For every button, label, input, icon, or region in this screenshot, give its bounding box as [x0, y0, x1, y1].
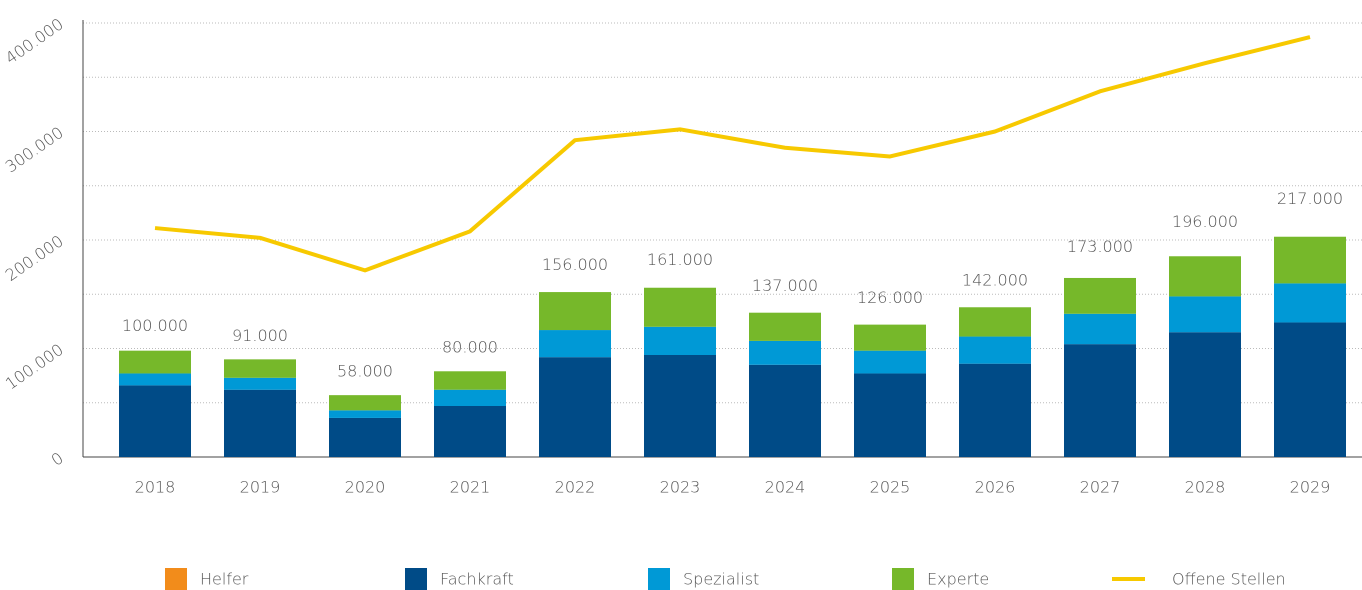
bar-segment: [854, 373, 926, 457]
legend-label: Helfer: [200, 570, 249, 589]
bar-segment: [959, 336, 1031, 364]
bar-segment: [539, 292, 611, 331]
x-tick-label: 2027: [1080, 478, 1121, 497]
y-tick-label: 100.000: [2, 340, 67, 394]
x-tick-label: 2018: [135, 478, 176, 497]
x-tick-label: 2023: [660, 478, 701, 497]
bar-segment: [434, 406, 506, 457]
bar-segment: [224, 389, 296, 457]
bar-segment: [539, 357, 611, 457]
total-label: 161.000: [647, 250, 713, 269]
legend-label: Fachkraft: [440, 570, 514, 589]
y-tick-label: 200.000: [2, 231, 67, 285]
bar-segment: [119, 350, 191, 374]
bar-segment: [749, 340, 821, 365]
x-tick-label: 2026: [975, 478, 1016, 497]
bar-segment: [119, 373, 191, 386]
bar-segment: [119, 385, 191, 457]
x-tick-label: 2025: [870, 478, 911, 497]
total-label: 142.000: [962, 270, 1028, 289]
total-label: 137.000: [752, 276, 818, 295]
legend-swatch: [648, 568, 670, 590]
y-tick-label: 0: [48, 448, 67, 469]
bar-segment: [329, 395, 401, 411]
y-tick-label: 400.000: [2, 14, 67, 68]
bar-segment: [329, 410, 401, 418]
bar-segment: [1169, 332, 1241, 457]
x-tick-label: 2024: [765, 478, 806, 497]
legend-label: Experte: [927, 570, 989, 589]
bar-segment: [224, 377, 296, 390]
legend-swatch: [405, 568, 427, 590]
bar-segment: [539, 330, 611, 358]
bar-segment: [224, 359, 296, 378]
bar-segment: [1169, 256, 1241, 297]
bar-segment: [1064, 277, 1136, 314]
total-label: 91.000: [232, 326, 288, 345]
bar-segment: [959, 307, 1031, 337]
bar-segment: [434, 389, 506, 407]
legend-swatch: [892, 568, 914, 590]
bar-segment: [1064, 344, 1136, 457]
legend-label: Spezialist: [683, 570, 759, 589]
bar-segment: [644, 326, 716, 356]
bar-segment: [644, 287, 716, 327]
x-tick-label: 2021: [450, 478, 491, 497]
legend-label: Offene Stellen: [1172, 570, 1286, 589]
bar-segment: [854, 324, 926, 351]
bar-segment: [749, 312, 821, 341]
x-tick-label: 2019: [240, 478, 281, 497]
total-label: 173.000: [1067, 237, 1133, 256]
total-label: 217.000: [1277, 189, 1343, 208]
total-label: 156.000: [542, 255, 608, 274]
bar-segment: [749, 364, 821, 457]
x-tick-label: 2020: [345, 478, 386, 497]
x-tick-label: 2022: [555, 478, 596, 497]
bar-segment: [1274, 236, 1346, 284]
total-label: 126.000: [857, 288, 923, 307]
total-label: 58.000: [337, 362, 393, 381]
x-tick-label: 2029: [1290, 478, 1331, 497]
y-tick-label: 300.000: [2, 123, 67, 177]
total-label: 196.000: [1172, 212, 1238, 231]
x-tick-label: 2028: [1185, 478, 1226, 497]
bar-segment: [1064, 313, 1136, 345]
bar-segment: [1274, 283, 1346, 323]
bar-segment: [854, 350, 926, 374]
bar-segment: [1169, 296, 1241, 333]
bar-segment: [644, 355, 716, 457]
total-label: 100.000: [122, 316, 188, 335]
legend-swatch: [165, 568, 187, 590]
line: [154, 35, 1311, 273]
bar-segment: [434, 371, 506, 390]
bar-segment: [1274, 322, 1346, 457]
bar-segment: [329, 417, 401, 457]
bar-segment: [959, 363, 1031, 457]
total-label: 80.000: [442, 338, 498, 357]
